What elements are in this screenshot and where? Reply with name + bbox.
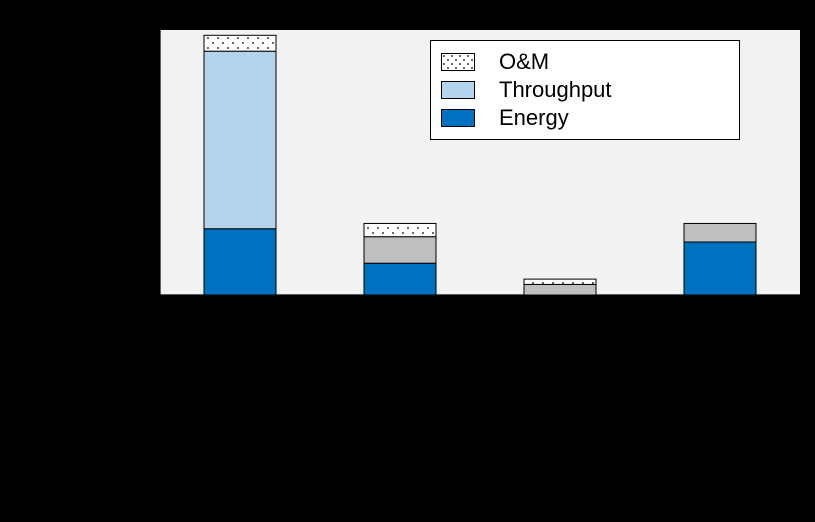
legend-label-throughput: Throughput [499, 77, 612, 103]
legend-item-throughput: Throughput [441, 77, 729, 103]
bar-segment-extra [364, 237, 436, 264]
legend-item-om: O&M [441, 49, 729, 75]
chart-container: O&MThroughputEnergy [0, 0, 815, 522]
bar-segment-throughput [204, 51, 276, 229]
legend-item-energy: Energy [441, 105, 729, 131]
bar-segment-om [204, 35, 276, 51]
legend: O&MThroughputEnergy [430, 40, 740, 140]
legend-swatch-om [441, 53, 475, 71]
legend-swatch-energy [441, 109, 475, 127]
bar-segment-energy [684, 242, 756, 295]
bar-segment-extra [524, 284, 596, 295]
legend-label-energy: Energy [499, 105, 569, 131]
bar-segment-energy [364, 263, 436, 295]
bar-segment-extra [684, 223, 756, 242]
bar-segment-om [524, 279, 596, 284]
legend-label-om: O&M [499, 49, 549, 75]
bar-segment-om [364, 223, 436, 236]
bar-segment-energy [204, 229, 276, 295]
legend-swatch-throughput [441, 81, 475, 99]
